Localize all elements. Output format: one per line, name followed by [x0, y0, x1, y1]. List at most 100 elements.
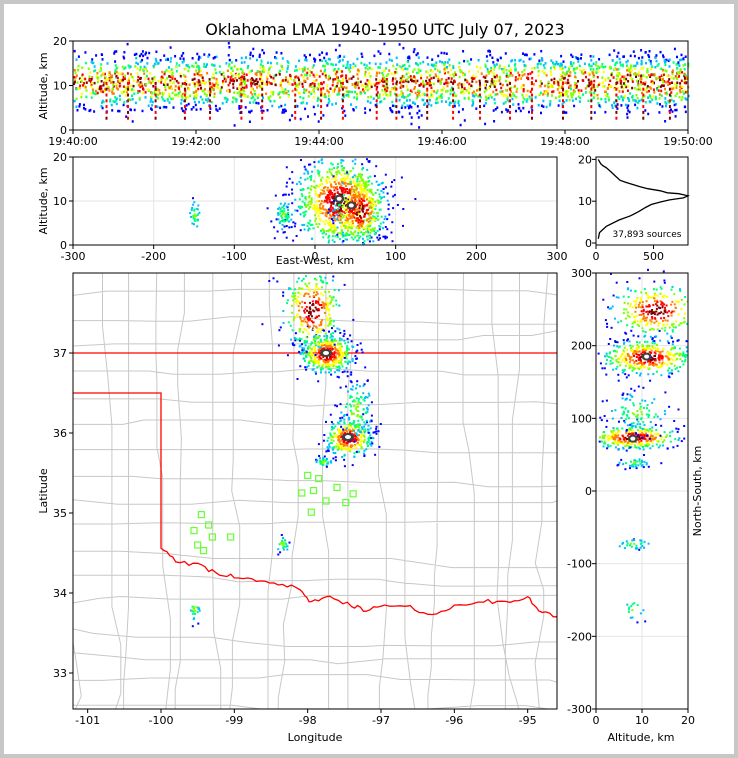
source-mark — [329, 228, 332, 231]
source-mark — [601, 81, 604, 84]
source-mark — [339, 208, 342, 211]
source-mark — [124, 74, 126, 78]
source-mark — [321, 189, 324, 192]
source-mark — [137, 79, 139, 82]
source-mark — [326, 89, 329, 93]
source-mark — [674, 115, 677, 118]
source-mark — [373, 229, 376, 232]
source-mark — [326, 104, 329, 107]
source-mark — [517, 71, 520, 74]
source-mark — [402, 224, 404, 227]
source-mark — [340, 75, 343, 78]
source-mark — [207, 90, 210, 93]
source-mark — [244, 106, 247, 109]
source-mark — [348, 189, 351, 192]
source-mark — [331, 335, 334, 338]
source-mark — [195, 96, 198, 100]
source-mark — [288, 226, 291, 229]
source-mark — [649, 94, 651, 97]
source-mark — [261, 99, 264, 103]
source-mark — [363, 452, 365, 455]
source-mark — [327, 101, 330, 105]
source-mark — [549, 70, 552, 74]
source-mark — [93, 65, 96, 68]
source-mark — [307, 207, 310, 210]
source-mark — [305, 352, 308, 355]
source-mark — [334, 452, 337, 454]
source-mark — [668, 93, 671, 97]
source-mark — [320, 371, 322, 374]
source-mark — [312, 364, 315, 367]
source-mark — [285, 91, 288, 95]
source-mark — [281, 212, 284, 215]
source-mark — [684, 89, 687, 93]
source-mark — [575, 56, 577, 59]
source-mark — [526, 98, 529, 101]
source-mark — [671, 70, 674, 74]
source-mark — [171, 77, 174, 80]
source-mark — [236, 91, 239, 95]
source-mark — [320, 324, 323, 326]
source-mark — [147, 89, 150, 93]
source-mark — [244, 95, 247, 98]
source-mark — [372, 227, 375, 230]
source-mark — [485, 95, 487, 98]
source-mark — [225, 62, 228, 65]
source-mark — [338, 92, 341, 96]
source-mark — [115, 82, 118, 86]
source-mark — [316, 200, 319, 203]
source-mark — [595, 67, 598, 71]
source-mark — [328, 196, 331, 199]
source-mark — [343, 356, 346, 359]
source-mark — [183, 87, 186, 91]
source-mark — [303, 311, 306, 314]
source-mark — [401, 104, 404, 107]
source-mark — [294, 99, 297, 103]
source-mark — [326, 189, 329, 192]
source-mark — [329, 302, 332, 305]
source-mark — [531, 93, 533, 97]
source-mark — [357, 197, 360, 200]
source-mark — [207, 55, 210, 58]
source-mark — [75, 105, 78, 108]
source-mark — [135, 52, 138, 56]
source-mark — [91, 76, 94, 79]
source-mark — [294, 105, 297, 109]
source-mark — [335, 299, 338, 302]
source-mark — [310, 197, 313, 200]
source-mark — [303, 211, 306, 214]
source-mark — [350, 340, 353, 343]
source-mark — [125, 115, 128, 118]
source-mark — [340, 83, 343, 87]
source-mark — [304, 178, 307, 181]
source-mark — [345, 214, 348, 217]
source-mark — [358, 205, 361, 208]
source-mark — [294, 294, 297, 297]
source-mark — [193, 213, 196, 216]
source-mark — [645, 76, 648, 79]
y-tick-label: 10 — [578, 195, 592, 208]
source-mark — [223, 77, 226, 81]
source-mark — [296, 313, 298, 316]
source-mark — [518, 59, 521, 62]
x-tick-label: 19:44:00 — [294, 135, 343, 148]
source-mark — [117, 72, 120, 75]
source-mark — [105, 105, 108, 109]
source-mark — [180, 107, 183, 110]
source-mark — [83, 77, 86, 80]
source-mark — [338, 447, 340, 450]
source-mark — [325, 344, 327, 347]
source-mark — [336, 204, 339, 207]
source-mark — [563, 72, 566, 75]
source-mark — [345, 231, 348, 234]
source-mark — [342, 335, 345, 338]
source-mark — [340, 225, 343, 228]
source-mark — [396, 63, 399, 66]
source-mark — [621, 96, 624, 100]
source-mark — [414, 102, 416, 106]
source-mark — [343, 178, 346, 181]
source-mark — [273, 99, 276, 103]
source-mark — [342, 169, 345, 172]
source-mark — [337, 359, 340, 362]
